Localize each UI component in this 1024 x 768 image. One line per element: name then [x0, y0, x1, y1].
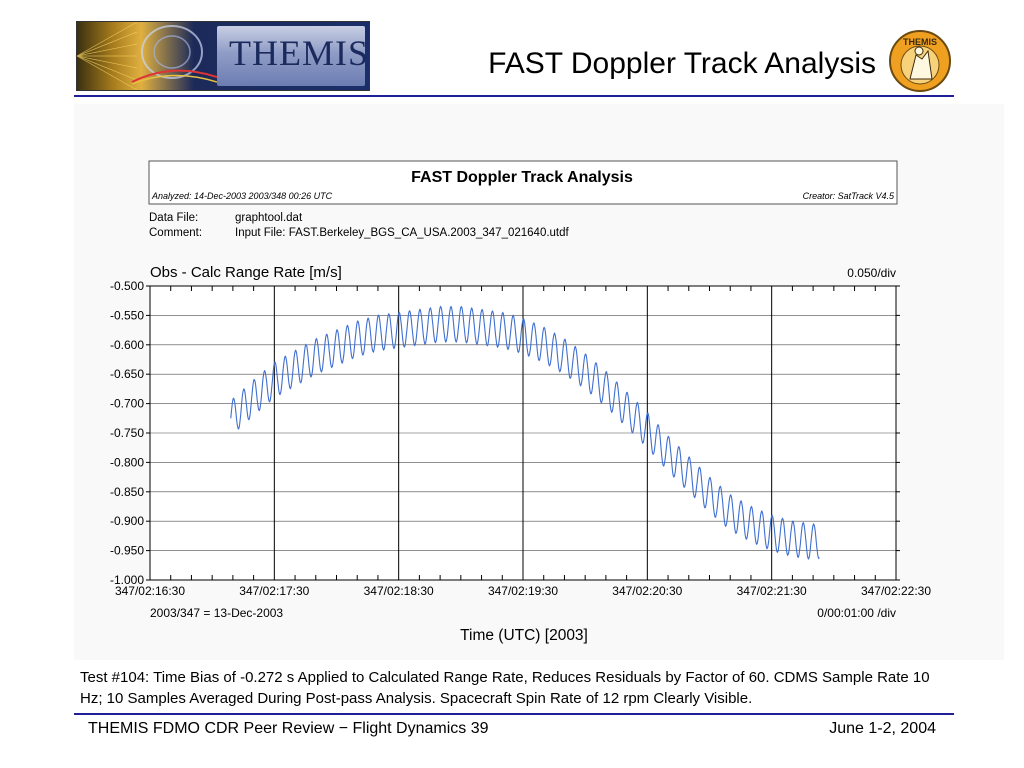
x-note: 2003/347 = 13-Dec-2003 — [150, 606, 283, 620]
data-file-value: graphtool.dat — [235, 212, 303, 224]
x-axis-ticks: 347/02:16:30 347/02:17:30 347/02:18:30 347/… — [115, 286, 931, 598]
x-axis-label: Time (UTC) [2003] — [460, 627, 588, 644]
x-tick-label: 347/02:20:30 — [612, 584, 682, 598]
badge-text: THEMIS — [903, 37, 937, 47]
footer-divider — [74, 713, 954, 715]
x-tick-label: 347/02:18:30 — [364, 584, 434, 598]
themis-logo: THEMIS — [76, 21, 370, 91]
y-tick-label: -0.950 — [110, 544, 144, 558]
page-title: FAST Doppler Track Analysis — [488, 47, 876, 80]
chart-series — [230, 305, 820, 560]
slide-caption: Test #104: Time Bias of -0.272 s Applied… — [80, 669, 930, 707]
x-scale-label: 0/00:01:00 /div — [817, 606, 896, 620]
x-tick-label: 347/02:19:30 — [488, 584, 558, 598]
y-scale-label: 0.050/div — [847, 266, 896, 280]
header-divider — [74, 95, 954, 97]
y-axis-ticks: -0.500 -0.550 -0.600 -0.650 -0.700 -0.750 -0.8… — [110, 279, 900, 587]
themis-badge-icon: THEMIS — [889, 30, 951, 92]
x-tick-label: 347/02:16:30 — [115, 584, 185, 598]
chart-grid — [149, 285, 897, 581]
y-tick-label: -0.500 — [110, 279, 144, 293]
analyzed-text: Analyzed: 14-Dec-2003 2003/348 00:26 UTC — [151, 191, 333, 201]
range-rate-residual-line — [230, 305, 820, 560]
y-tick-label: -0.600 — [110, 338, 144, 352]
y-tick-label: -0.650 — [110, 367, 144, 381]
y-tick-label: -0.550 — [110, 308, 144, 322]
x-tick-label: 347/02:21:30 — [737, 584, 807, 598]
y-tick-label: -0.800 — [110, 455, 144, 469]
footer-left-text: THEMIS FDMO CDR Peer Review − Flight Dyn… — [88, 720, 489, 737]
report-title: FAST Doppler Track Analysis — [411, 169, 633, 186]
comment-label: Comment: — [149, 227, 202, 239]
y-tick-label: -1.000 — [110, 573, 144, 587]
footer-date: June 1-2, 2004 — [829, 720, 936, 737]
x-tick-label: 347/02:22:30 — [861, 584, 931, 598]
y-tick-label: -0.700 — [110, 397, 144, 411]
report-header-box — [148, 160, 898, 205]
y-tick-label: -0.750 — [110, 426, 144, 440]
chart-title: Obs - Calc Range Rate [m/s] — [150, 264, 342, 281]
comment-value: Input File: FAST.Berkeley_BGS_CA_USA.200… — [235, 227, 570, 239]
x-tick-label: 347/02:17:30 — [239, 584, 309, 598]
data-file-label: Data File: — [149, 212, 198, 224]
y-tick-label: -0.900 — [110, 514, 144, 528]
creator-text: Creator: SatTrack V4.5 — [803, 191, 895, 201]
logo-text: THEMIS — [229, 33, 369, 73]
y-tick-label: -0.850 — [110, 485, 144, 499]
logo-graphic — [77, 22, 217, 90]
